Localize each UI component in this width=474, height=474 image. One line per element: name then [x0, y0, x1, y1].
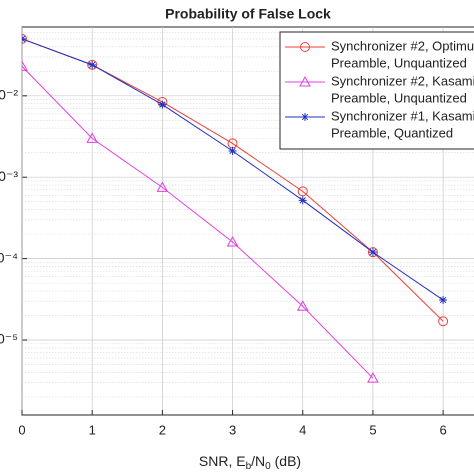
marker [228, 146, 237, 155]
legend-label: Preamble, Unquantized [331, 55, 467, 70]
legend-label: Preamble, Quantized [331, 125, 453, 140]
y-tick-label: 10⁻⁵ [0, 331, 18, 347]
marker [300, 42, 310, 52]
marker [299, 75, 311, 87]
x-label-sub: b [246, 461, 252, 472]
marker [86, 132, 99, 143]
marker [22, 34, 26, 43]
marker [226, 235, 239, 247]
marker [156, 181, 169, 192]
chart-title: Probability of False Lock [165, 6, 331, 22]
marker [367, 372, 379, 383]
marker [367, 247, 378, 258]
marker [439, 296, 448, 305]
x-label-part: SNR, E [199, 453, 246, 469]
legend-label: Synchronizer #2, Kasami [331, 73, 474, 88]
marker [296, 300, 309, 311]
legend-label: Synchronizer #1, Kasami [331, 108, 474, 123]
x-label-part: /N [251, 453, 265, 469]
y-tick-label: 10⁻³ [0, 168, 18, 184]
y-tick-label: 10⁻⁴ [0, 249, 18, 265]
lines [22, 33, 449, 383]
legend: Synchronizer #2, Optimum Preamble, Unquan… [279, 31, 474, 150]
x-tick-label: 0 [18, 422, 25, 437]
marker [87, 59, 98, 70]
marker [22, 33, 27, 44]
legend-label: Synchronizer #2, Optimum [331, 38, 474, 53]
x-label-sub: 0 [265, 461, 271, 472]
legend-box [279, 31, 474, 150]
x-tick-label: 4 [299, 422, 306, 437]
marker [368, 248, 377, 257]
marker [438, 316, 449, 327]
x-tick-label: 2 [159, 422, 166, 437]
y-tick-label: 10⁻² [0, 87, 18, 103]
x-tick-label: 5 [369, 422, 376, 437]
marker [158, 100, 167, 109]
x-axis-label: SNR, Eb/N0 (dB) [199, 453, 301, 472]
x-tick-label: 1 [89, 422, 96, 437]
marker [22, 60, 28, 71]
x-tick-label: 3 [229, 422, 236, 437]
marker [88, 60, 97, 69]
marker [301, 113, 309, 121]
x-label-part: (dB) [271, 453, 301, 469]
series-line [22, 66, 374, 379]
x-tick-label: 6 [440, 422, 447, 437]
legend-label: Preamble, Unquantized [331, 90, 467, 105]
marker [297, 186, 308, 197]
grid: 10⁻² 10⁻³ 10⁻⁴ 10⁻⁵ 0 1 2 3 4 5 6 [0, 27, 474, 437]
marker [298, 196, 307, 205]
